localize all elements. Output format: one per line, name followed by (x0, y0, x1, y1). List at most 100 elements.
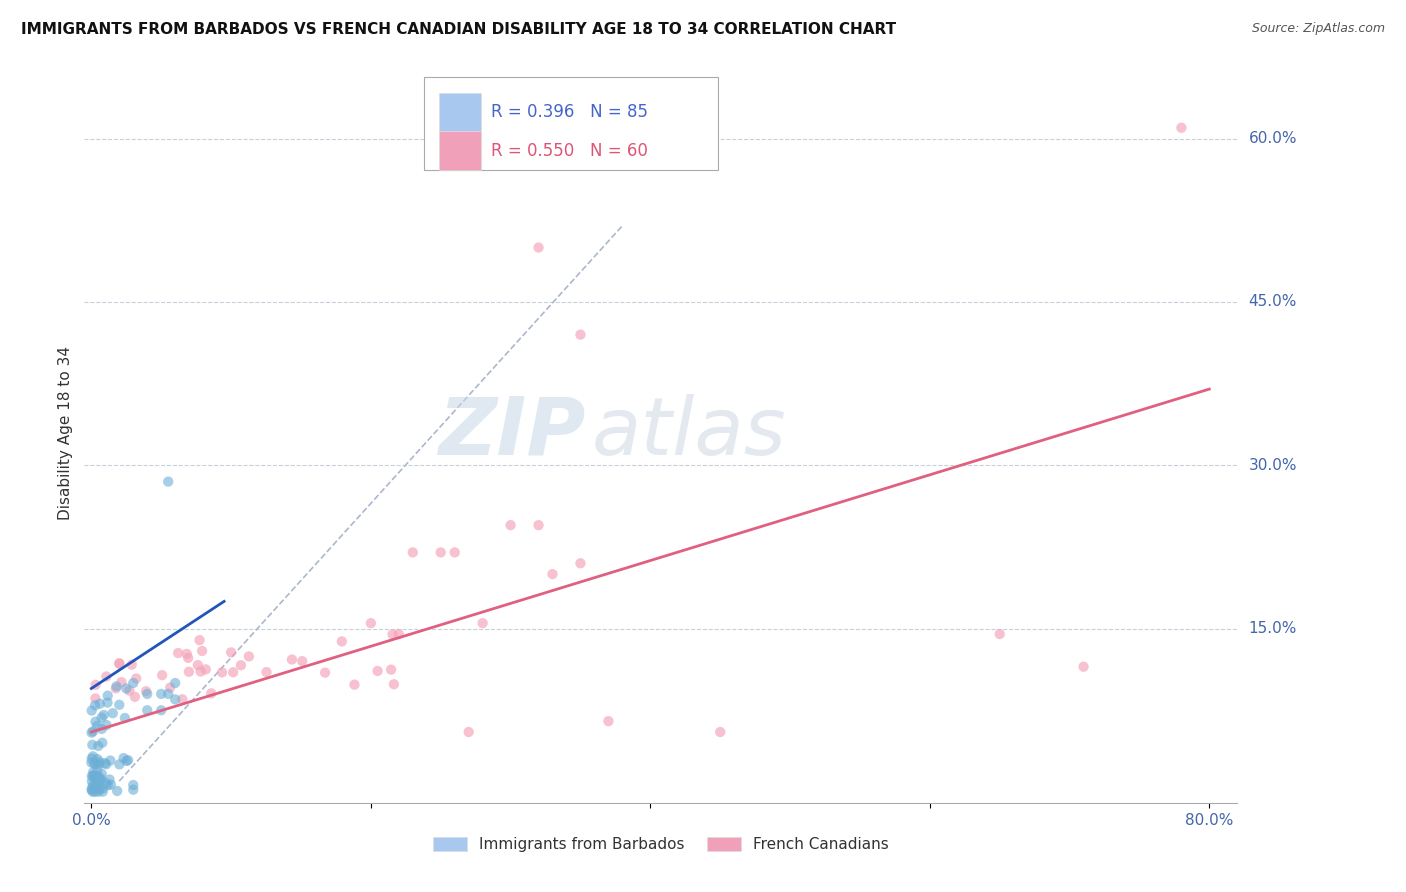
Point (527, 518, 550, 533)
Point (121, 657, 143, 672)
Point (443, 545, 465, 559)
Text: 60.0%: 60.0% (1249, 131, 1296, 146)
Point (191, 644, 214, 658)
Point (97, 689, 120, 703)
Point (90, 722, 112, 736)
Point (87, 773, 110, 788)
Point (429, 545, 451, 559)
Legend: Immigrants from Barbados, French Canadians: Immigrants from Barbados, French Canadia… (427, 830, 894, 858)
Point (89, 755, 111, 769)
Point (84, 773, 107, 788)
Point (83, 756, 105, 771)
Point (709, 725, 731, 739)
Point (80, 751, 103, 765)
Point (256, 665, 278, 679)
Point (82, 724, 104, 739)
Point (104, 681, 127, 696)
Point (84, 714, 107, 729)
Point (80, 756, 103, 770)
Point (150, 703, 173, 717)
Point (382, 677, 405, 691)
Point (157, 687, 180, 701)
Point (91, 784, 114, 798)
Point (136, 687, 159, 701)
Point (89, 772, 111, 787)
Point (87, 785, 110, 799)
Point (80, 725, 103, 739)
Text: 45.0%: 45.0% (1249, 294, 1296, 310)
Point (84, 785, 107, 799)
Text: Source: ZipAtlas.com: Source: ZipAtlas.com (1251, 22, 1385, 36)
Text: IMMIGRANTS FROM BARBADOS VS FRENCH CANADIAN DISABILITY AGE 18 TO 34 CORRELATION : IMMIGRANTS FROM BARBADOS VS FRENCH CANAD… (21, 22, 896, 37)
Point (150, 668, 173, 682)
Point (569, 327, 592, 342)
Point (457, 725, 479, 739)
Point (86, 780, 108, 795)
Point (87, 757, 110, 772)
Point (80, 782, 103, 797)
Point (82, 749, 104, 764)
Point (94, 756, 117, 771)
Point (238, 649, 260, 664)
Point (87, 769, 110, 783)
Point (82, 769, 104, 783)
Text: R = 0.550   N = 60: R = 0.550 N = 60 (491, 142, 648, 160)
Point (86, 752, 108, 766)
Point (100, 778, 122, 792)
Point (94, 776, 117, 790)
Point (471, 616, 494, 631)
Point (87, 779, 110, 793)
Point (96, 696, 118, 710)
Point (112, 751, 135, 765)
Point (96, 718, 118, 732)
Point (117, 753, 139, 767)
Point (343, 678, 366, 692)
Point (90, 772, 112, 786)
Y-axis label: Disability Age 18 to 34: Disability Age 18 to 34 (58, 345, 73, 520)
Point (211, 665, 233, 680)
Point (381, 627, 404, 641)
Point (187, 658, 209, 673)
Text: ZIP: ZIP (439, 393, 586, 472)
Point (402, 545, 425, 559)
Point (167, 646, 190, 660)
Point (84, 678, 107, 692)
Point (122, 778, 145, 792)
Text: 30.0%: 30.0% (1249, 458, 1296, 473)
Point (80, 782, 103, 797)
Point (115, 681, 138, 696)
Point (380, 663, 402, 677)
Point (200, 686, 222, 700)
Point (86, 763, 108, 777)
Point (527, 240, 550, 255)
Point (165, 676, 187, 690)
Point (188, 633, 211, 648)
Point (110, 675, 132, 690)
Point (108, 657, 131, 671)
Point (105, 679, 128, 693)
Point (122, 782, 145, 797)
Point (80, 704, 103, 718)
Point (80, 769, 103, 783)
Point (291, 654, 314, 668)
Point (135, 684, 157, 698)
Point (86, 771, 108, 785)
Point (150, 687, 173, 701)
Point (83, 778, 105, 792)
FancyBboxPatch shape (425, 78, 718, 169)
Point (80, 774, 103, 789)
Point (87, 774, 110, 789)
Point (136, 703, 159, 717)
Point (84, 691, 107, 706)
Point (90, 767, 112, 781)
Point (87, 779, 110, 793)
Point (94, 757, 117, 772)
Point (159, 681, 181, 695)
Point (96, 669, 118, 683)
Text: 15.0%: 15.0% (1249, 621, 1296, 636)
Point (86, 772, 108, 787)
Point (367, 664, 389, 678)
Point (229, 658, 252, 673)
Point (177, 665, 200, 679)
Point (108, 656, 131, 670)
